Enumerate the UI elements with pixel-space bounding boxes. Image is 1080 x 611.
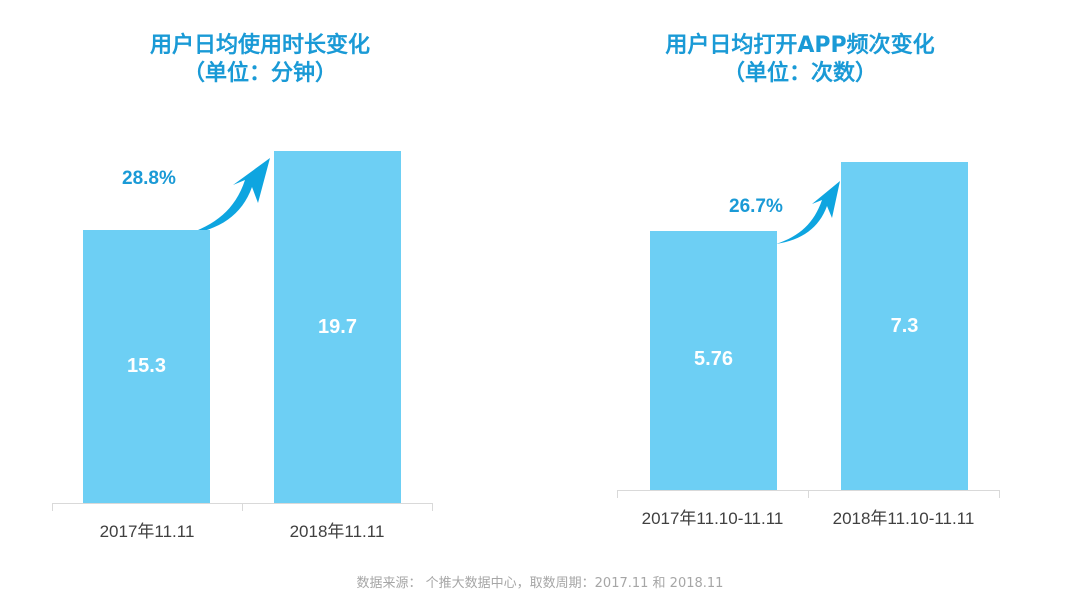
subtitle-text: （单位：分钟） bbox=[182, 61, 337, 86]
growth-arrow-icon bbox=[185, 158, 270, 235]
subtitle-text: （单位：次数） bbox=[722, 61, 877, 86]
bar-value: 19.7 bbox=[318, 316, 357, 338]
bar-2017: 5.76 bbox=[650, 231, 777, 490]
growth-label: 28.8% bbox=[122, 168, 176, 189]
x-tick-label: 2018年11.10-11.11 bbox=[832, 509, 975, 528]
x-tick-label: 2018年11.11 bbox=[289, 522, 385, 541]
growth-label: 26.7% bbox=[729, 196, 783, 217]
bar-2017: 15.3 bbox=[83, 230, 210, 503]
axis-tick bbox=[242, 503, 243, 511]
bar-2018: 7.3 bbox=[841, 162, 968, 490]
title-text: 用户日均使用时长变化 bbox=[149, 33, 370, 58]
bar-value: 15.3 bbox=[127, 355, 166, 377]
axis-tick bbox=[617, 490, 618, 498]
bar-value: 7.3 bbox=[890, 315, 919, 337]
axis-tick bbox=[52, 503, 53, 511]
bar-2018: 19.7 bbox=[274, 151, 401, 503]
bar-value: 5.76 bbox=[694, 348, 733, 370]
data-source-note: 数据来源： 个推大数据中心，取数周期：2017.11 和 2018.11 bbox=[356, 576, 724, 591]
axis-tick bbox=[999, 490, 1000, 498]
axis-tick bbox=[808, 490, 809, 498]
chart-title: 用户日均使用时长变化 （单位：分钟） bbox=[90, 32, 430, 88]
title-text: 用户日均打开APP频次变化 bbox=[665, 33, 935, 58]
growth-arrow-icon bbox=[776, 181, 840, 244]
axis-tick bbox=[432, 503, 433, 511]
x-tick-label: 2017年11.11 bbox=[99, 522, 195, 541]
x-tick-label: 2017年11.10-11.11 bbox=[641, 509, 784, 528]
chart-title: 用户日均打开APP频次变化 （单位：次数） bbox=[620, 32, 980, 88]
